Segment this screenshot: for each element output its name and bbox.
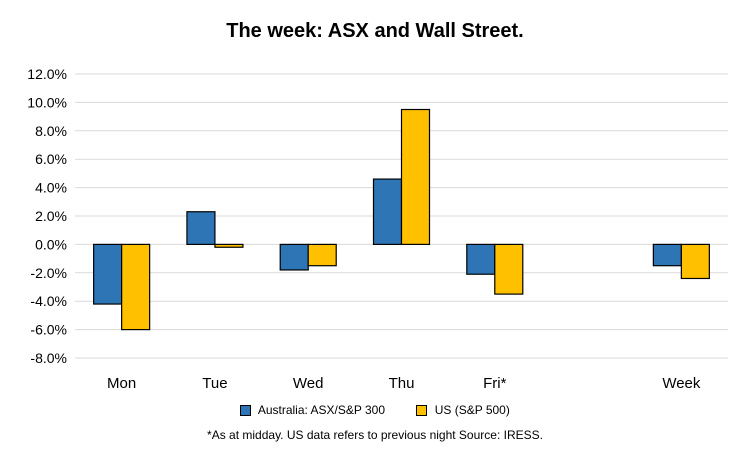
bar-australia bbox=[279, 243, 309, 271]
bar-australia bbox=[466, 243, 496, 275]
x-tick-label: Tue bbox=[202, 375, 227, 392]
legend-label-australia: Australia: ASX/S&P 300 bbox=[257, 402, 386, 417]
footnote: *As at midday. US data refers to previou… bbox=[207, 428, 543, 442]
chart-title: The week: ASX and Wall Street. bbox=[226, 20, 524, 42]
y-tick-label: 10.0% bbox=[27, 94, 67, 110]
legend-swatch-australia bbox=[240, 405, 252, 417]
bar-us bbox=[121, 243, 151, 331]
x-tick-label: Week bbox=[662, 375, 701, 392]
x-axis-labels: Mon Tue Wed Thu Fri* Week bbox=[107, 375, 701, 392]
bar-us bbox=[494, 243, 524, 295]
y-tick-label: 0.0% bbox=[35, 236, 67, 252]
bar-australia bbox=[372, 178, 403, 246]
y-tick-label: 8.0% bbox=[35, 123, 67, 139]
legend-label-us: US (S&P 500) bbox=[434, 402, 510, 417]
legend-swatch-us bbox=[416, 405, 428, 417]
x-tick-label: Mon bbox=[107, 375, 136, 392]
y-tick-label: -6.0% bbox=[30, 322, 67, 338]
bars bbox=[93, 108, 710, 331]
y-tick-label: 4.0% bbox=[35, 180, 67, 196]
bar-us bbox=[214, 243, 244, 248]
bar-us bbox=[680, 243, 710, 280]
y-tick-label: -2.0% bbox=[30, 265, 67, 281]
y-axis-ticks: -8.0% -6.0% -4.0% -2.0% 0.0% 2.0% 4.0% 6.0% 8.0%… bbox=[27, 66, 67, 366]
x-tick-label: Fri* bbox=[483, 375, 506, 392]
x-tick-label: Wed bbox=[293, 375, 324, 392]
bar-australia bbox=[186, 211, 216, 246]
y-tick-label: 6.0% bbox=[35, 151, 67, 167]
y-tick-label: 2.0% bbox=[35, 208, 67, 224]
y-tick-label: -4.0% bbox=[30, 293, 67, 309]
legend-item-us: US (S&P 500) bbox=[416, 403, 510, 417]
bar-australia bbox=[652, 243, 682, 267]
y-tick-label: -8.0% bbox=[30, 350, 67, 366]
bar-australia bbox=[93, 243, 123, 305]
bar-us bbox=[307, 243, 337, 267]
legend-item-australia: Australia: ASX/S&P 300 bbox=[240, 403, 385, 417]
legend: Australia: ASX/S&P 300 US (S&P 500) bbox=[0, 402, 750, 417]
y-tick-label: 12.0% bbox=[27, 66, 67, 82]
x-tick-label: Thu bbox=[389, 375, 415, 392]
bar-us bbox=[400, 108, 431, 245]
